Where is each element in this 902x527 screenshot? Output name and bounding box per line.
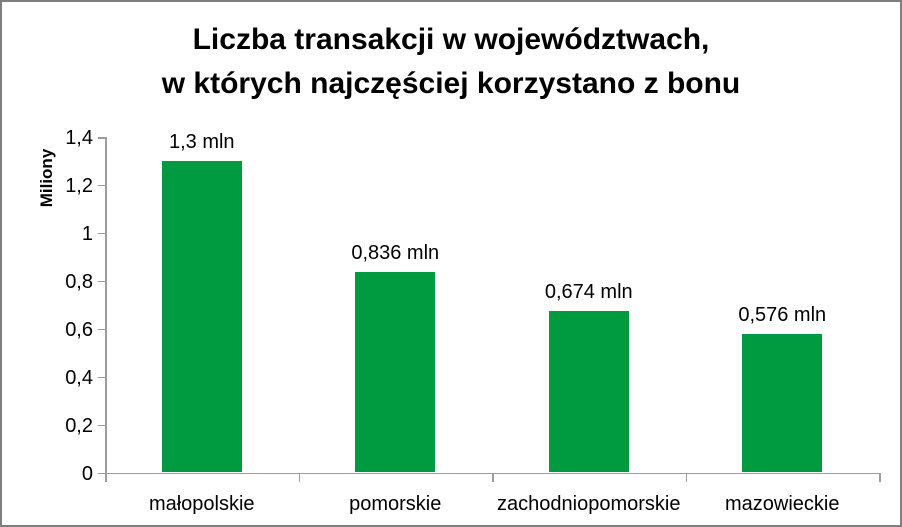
y-tick-label: 1 [81, 222, 93, 245]
y-tick-label: 0,2 [65, 414, 93, 437]
x-category-label: pomorskie [349, 493, 442, 515]
bar-value-label: 1,3 mln [168, 130, 235, 153]
y-tick [98, 376, 105, 379]
chart-title-line1: Liczba transakcji w województwach, [192, 23, 710, 56]
x-category-label: małopolskie [148, 493, 255, 515]
y-tick-label: 0 [81, 462, 93, 485]
bar [742, 334, 823, 473]
x-tick [685, 472, 687, 482]
y-tick-label: 1,4 [65, 127, 93, 149]
y-tick [98, 184, 105, 187]
bar [355, 272, 436, 473]
bar-value-label: 0,674 mln [544, 280, 633, 303]
y-tick [98, 424, 105, 427]
y-tick-label: 0,4 [65, 366, 93, 389]
bar-value-label: 0,836 mln [351, 242, 440, 265]
chart-title: Liczba transakcji w województwach, w któ… [2, 18, 900, 106]
chart-title-line2: w których najczęściej korzystano z bonu [161, 67, 741, 100]
y-tick-label: 0,6 [65, 318, 93, 341]
x-tick [298, 472, 300, 482]
y-tick [98, 232, 105, 235]
bar [161, 160, 242, 473]
y-tick-label: 0,8 [65, 270, 93, 293]
y-axis-line [105, 137, 107, 482]
bar [548, 310, 629, 473]
y-tick [98, 280, 105, 283]
x-tick [492, 472, 494, 482]
x-category-label: zachodniopomorskie [497, 493, 681, 515]
y-tick [98, 472, 105, 474]
y-tick [98, 137, 105, 139]
x-category-label: mazowieckie [725, 493, 840, 515]
x-tick [879, 472, 881, 482]
y-tick [98, 328, 105, 331]
y-tick-label: 1,2 [65, 174, 93, 197]
x-tick [105, 472, 107, 482]
bar-value-label: 0,576 mln [738, 304, 827, 327]
